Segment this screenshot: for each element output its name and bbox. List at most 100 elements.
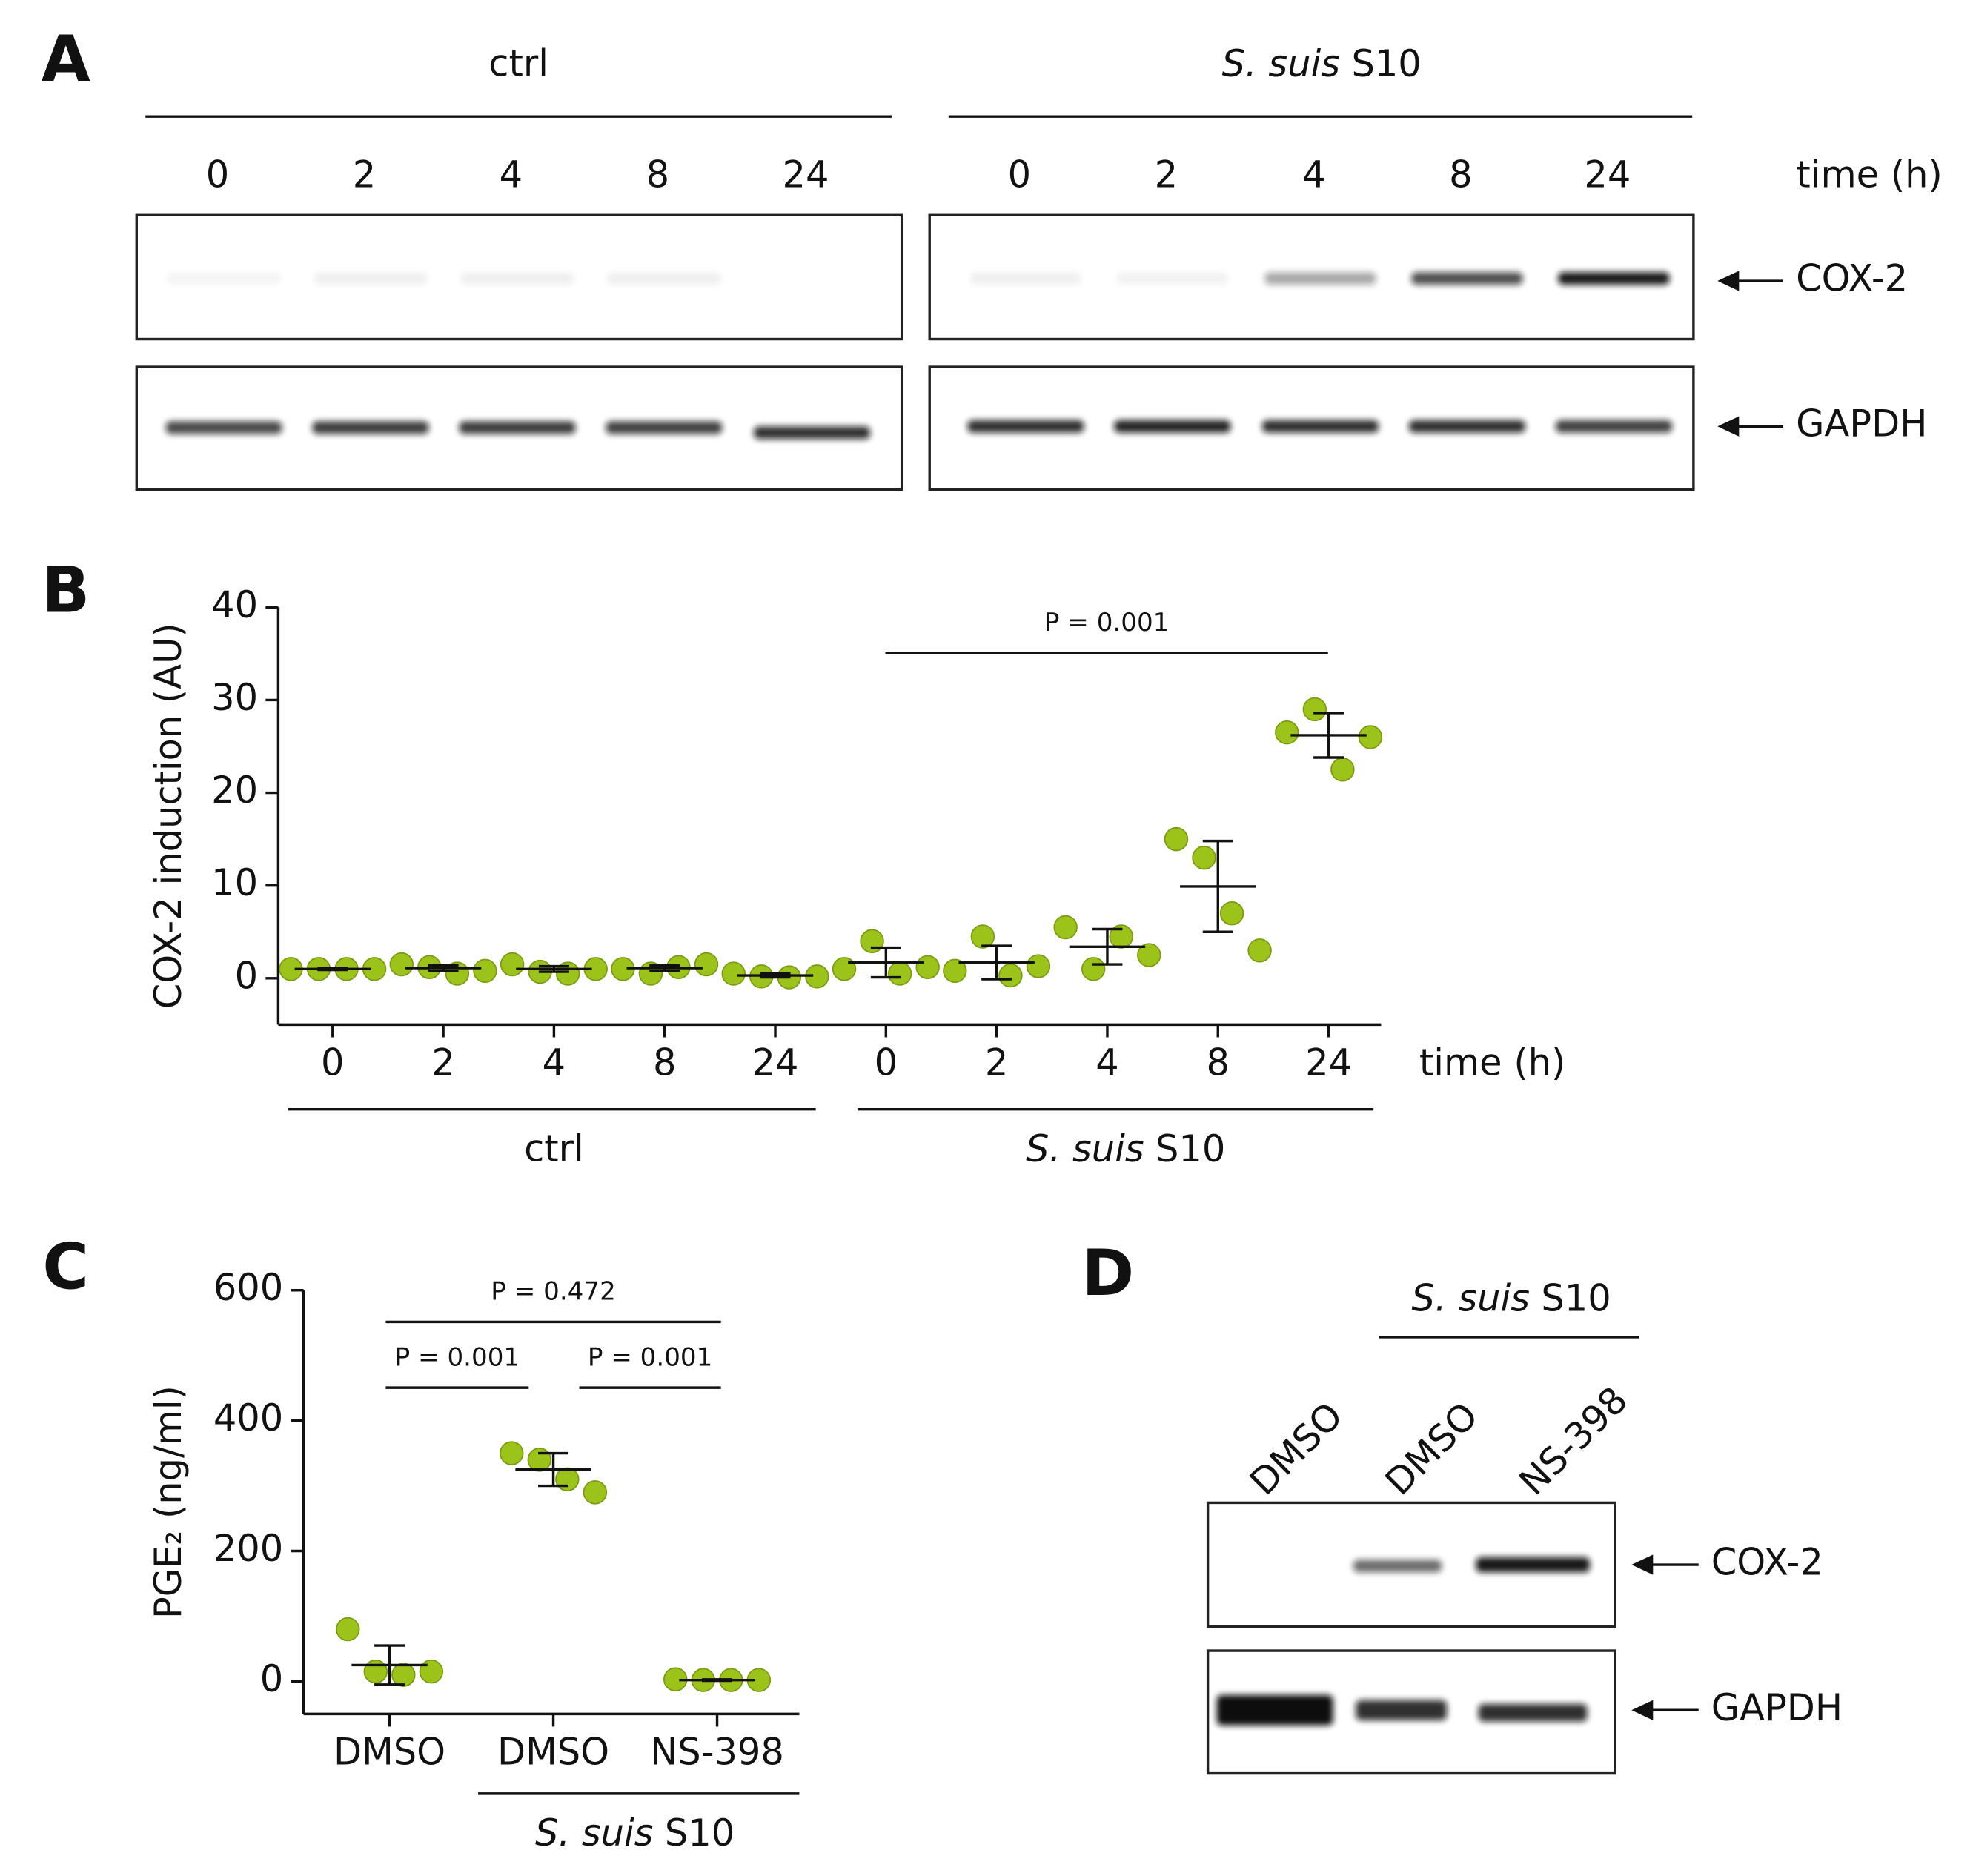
data-point [832, 957, 857, 981]
data-point [1192, 845, 1216, 870]
strain: S10 [1541, 1276, 1611, 1319]
data-point [336, 1617, 360, 1642]
data-point [998, 963, 1023, 988]
arrow-head [1631, 1700, 1654, 1720]
data-point [473, 958, 497, 984]
band [312, 421, 429, 434]
data-point [1164, 826, 1189, 852]
lane-label: NS-398 [1511, 1379, 1636, 1504]
x-tick-label: 8 [653, 1041, 676, 1084]
data-point [970, 924, 995, 949]
species: S. suis [535, 1812, 654, 1855]
band [459, 421, 576, 434]
significance-label: P = 0.001 [588, 1342, 712, 1372]
group-label: S. suis S10 [1222, 42, 1422, 84]
group-label: S. suis S10 [535, 1812, 735, 1855]
data-point [1137, 943, 1161, 967]
significance-label: P = 0.001 [1044, 608, 1169, 637]
data-point [943, 958, 967, 984]
data-point [1247, 938, 1272, 963]
species: S. suis [1026, 1127, 1144, 1170]
band [1555, 420, 1672, 433]
y-axis-label: COX-2 induction (AU) [147, 623, 190, 1009]
species: S. suis [1412, 1276, 1531, 1319]
band [1476, 1557, 1590, 1573]
panel-letter: C [42, 1231, 89, 1305]
y-tick-label: 200 [213, 1527, 283, 1570]
data-point [887, 961, 912, 986]
data-point [1026, 954, 1051, 978]
data-point [1081, 957, 1106, 981]
band [1478, 1703, 1588, 1722]
data-point [721, 961, 746, 986]
band [1114, 420, 1231, 433]
band [754, 426, 871, 440]
data-point [1219, 901, 1244, 926]
band [1408, 420, 1525, 433]
significance-label: P = 0.001 [395, 1342, 520, 1372]
data-point [555, 1467, 580, 1491]
y-tick-label: 40 [211, 583, 258, 626]
band [167, 272, 281, 285]
lane-label: 4 [1302, 153, 1325, 196]
data-point [1302, 697, 1327, 722]
group-label: S. suis S10 [1412, 1276, 1611, 1319]
y-tick-label: 20 [211, 769, 258, 812]
x-tick-label: 0 [321, 1041, 344, 1084]
data-point [500, 1441, 524, 1465]
band [1261, 420, 1379, 433]
row-label: GAPDH [1711, 1686, 1843, 1729]
group-label: ctrl [524, 1127, 584, 1170]
band [314, 272, 428, 285]
lane-axis-label: time (h) [1796, 153, 1942, 196]
band [1411, 272, 1523, 285]
band [1558, 272, 1670, 285]
lane-label: 8 [1449, 153, 1472, 196]
row-label: COX-2 [1711, 1541, 1823, 1584]
band [460, 272, 574, 285]
strain: S10 [1351, 42, 1421, 84]
lane-label: 4 [500, 153, 523, 196]
strain: S10 [1155, 1127, 1225, 1170]
data-point [1275, 720, 1299, 745]
lane-label: 0 [206, 153, 229, 196]
significance-label: P = 0.472 [491, 1277, 615, 1307]
y-tick-label: 30 [211, 676, 258, 719]
y-tick-label: 400 [213, 1396, 283, 1439]
x-tick-label: 4 [543, 1041, 566, 1084]
y-tick-label: 0 [260, 1657, 283, 1700]
band [967, 420, 1084, 433]
data-point [389, 952, 414, 977]
y-tick-label: 600 [213, 1266, 283, 1309]
data-point [500, 952, 525, 977]
x-tick-label: DMSO [497, 1730, 609, 1773]
group-label: ctrl [488, 42, 548, 84]
band [1116, 272, 1228, 285]
data-point [583, 1480, 608, 1505]
y-tick-label: 0 [235, 954, 258, 997]
x-tick-label: 0 [875, 1041, 898, 1084]
panel-letter: D [1081, 1237, 1134, 1310]
data-point [363, 1660, 388, 1684]
lane-label: 0 [1008, 153, 1031, 196]
x-tick-label: DMSO [334, 1730, 445, 1773]
lane-label: DMSO [1241, 1394, 1351, 1504]
data-point [1330, 758, 1355, 782]
strain: S10 [665, 1812, 735, 1855]
band [969, 272, 1081, 285]
x-tick-label: 24 [752, 1041, 799, 1084]
data-point [1053, 915, 1078, 940]
data-point [527, 1448, 551, 1472]
x-tick-label: 2 [985, 1041, 1008, 1084]
species: S. suis [1222, 42, 1341, 84]
x-tick-label: 8 [1207, 1041, 1230, 1084]
arrow-head [1717, 271, 1740, 291]
data-point [1358, 725, 1383, 749]
y-axis-label: PGE₂ (ng/ml) [147, 1385, 190, 1619]
arrow-head [1631, 1554, 1654, 1575]
lane-label: 24 [1584, 153, 1631, 196]
lane-label: 2 [353, 153, 376, 196]
data-point [391, 1663, 416, 1687]
data-point [694, 952, 719, 977]
